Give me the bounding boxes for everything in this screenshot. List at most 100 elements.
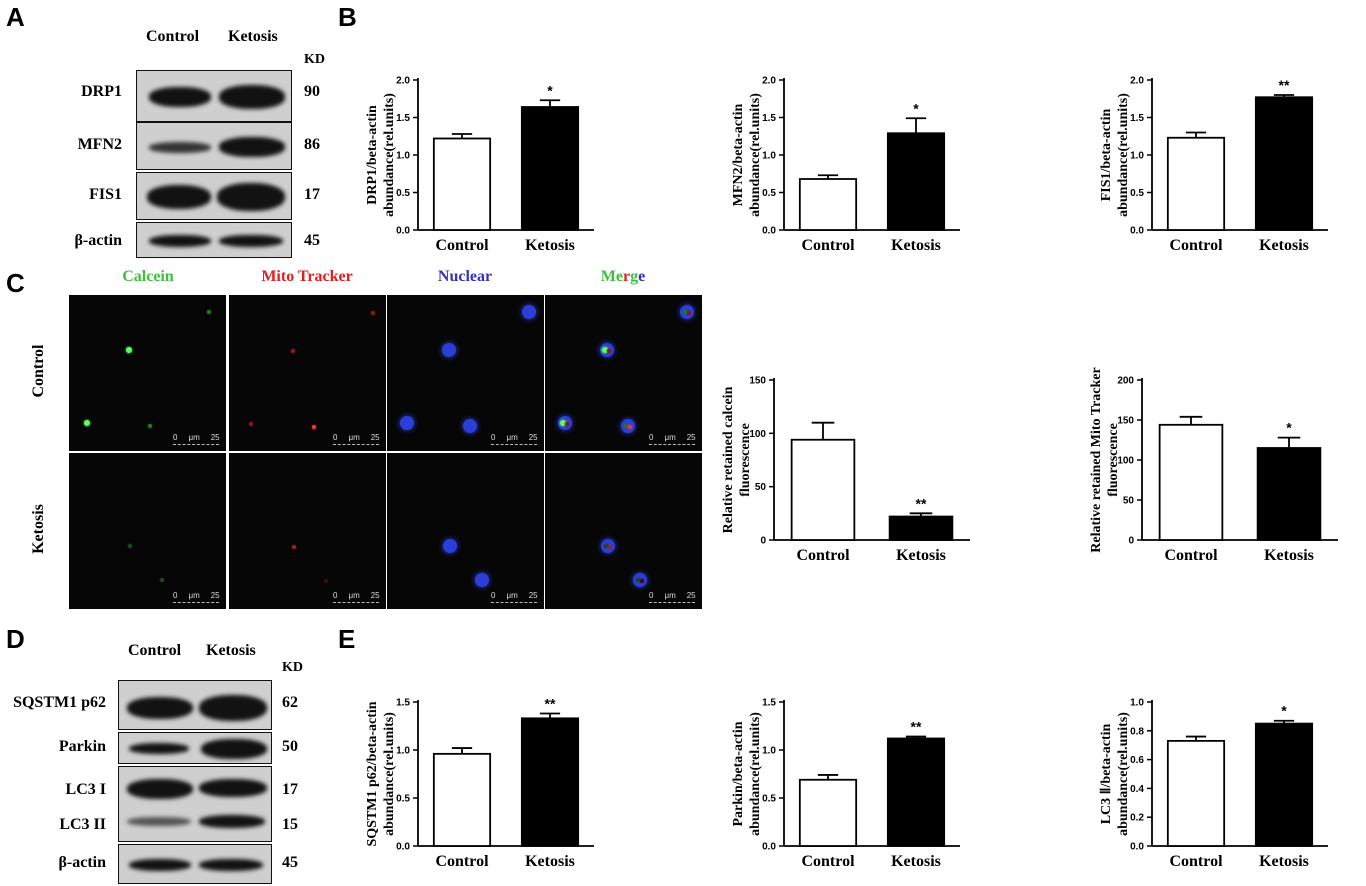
- x-tick-label: Ketosis: [525, 237, 575, 254]
- y-tick-label: 1.0: [762, 746, 776, 757]
- scale-bar: 0 μm 25: [333, 591, 380, 603]
- blot-a-column-control: Control: [146, 28, 200, 45]
- channel-label-nuclear: Nuclear: [437, 268, 493, 285]
- blot-a-band-beta-actin: [136, 222, 292, 258]
- scale-bar-unit: μm: [506, 591, 518, 600]
- blot-a-band-fis1: [136, 172, 292, 220]
- blot-a-kd-fis1: 17: [304, 186, 320, 203]
- calcein-signal-blob: [128, 544, 132, 548]
- scale-bar-end: 25: [210, 591, 220, 600]
- micro-image-ketosis-nuclear: 0 μm 25: [387, 453, 544, 609]
- blot-d-band-lc3: [118, 766, 272, 842]
- x-tick-label: Control: [1169, 237, 1223, 254]
- blot-d-kd-parkin: 50: [282, 738, 298, 755]
- y-tick-label: 1.0: [396, 746, 410, 757]
- blot-a-column-ketosis: Ketosis: [228, 28, 278, 45]
- y-tick-label: 0: [760, 536, 766, 547]
- blot-d-band-beta-actin: [118, 844, 272, 884]
- nucleus-blob: [463, 419, 477, 433]
- y-tick-label: 0.0: [762, 226, 776, 237]
- scale-bar: 0 μm 25: [173, 433, 220, 445]
- micro-image-control-merge: 0 μm 25: [545, 295, 702, 451]
- channel-label-mito-tracker: Mito Tracker: [261, 268, 353, 285]
- mito-signal-blob: [640, 579, 644, 583]
- blot-a-band-drp1: [136, 70, 292, 122]
- chart-mfn2: MFN2/beta-actin abundance(rel.units) 0.0 0.…: [731, 76, 960, 254]
- scale-bar: 0 μm 25: [333, 433, 380, 445]
- micro-image-control-calcein: 0 μm 25: [69, 295, 226, 451]
- merge-letter-g: g: [630, 268, 639, 285]
- y-tick-label: 200: [1117, 376, 1134, 387]
- significance-label: **: [911, 719, 922, 735]
- significance-label: **: [916, 495, 927, 511]
- y-tick-label: 0: [1128, 536, 1134, 547]
- merge-letter-e: e: [615, 268, 623, 285]
- panel-label-c: C: [6, 268, 25, 298]
- panel-label-e: E: [338, 624, 356, 654]
- scale-bar-end: 25: [528, 591, 538, 600]
- panel-label-d: D: [6, 624, 25, 654]
- y-axis-label-line: abundance(rel.units): [1116, 712, 1131, 836]
- scale-bar: 0 μm 25: [491, 433, 538, 445]
- y-tick-label: 0.0: [762, 842, 776, 853]
- mito-signal-blob: [607, 349, 611, 353]
- blot-a-band-mfn2: [136, 122, 292, 170]
- channel-label-merge: Merge: [544, 268, 702, 286]
- y-tick-label: 1.5: [396, 113, 410, 124]
- scale-bar: 0 μm 25: [491, 591, 538, 603]
- calcein-signal-blob: [84, 420, 90, 426]
- chart-sqstm1: SQSTM1 p62/beta-actin abundance(rel.units…: [365, 696, 594, 870]
- y-tick-label: 0.5: [1130, 188, 1144, 199]
- bar-ketosis: [520, 106, 580, 231]
- y-tick-label: 2.0: [762, 76, 776, 87]
- y-tick-label: 100: [749, 429, 766, 440]
- blot-d-kd-lc3-1: 17: [282, 781, 298, 798]
- bar-control: [1166, 739, 1226, 847]
- scale-bar-line: [491, 602, 537, 603]
- micro-row-label-control: Control: [30, 344, 47, 398]
- y-tick-label: 1.0: [396, 151, 410, 162]
- blot-d-column-control: Control: [128, 642, 182, 659]
- scale-bar-end: 25: [686, 433, 696, 442]
- scale-bar-unit: μm: [664, 591, 676, 600]
- blot-d-label-parkin: Parkin: [58, 738, 106, 755]
- mito-signal-blob: [249, 422, 253, 426]
- y-tick-label: 0.6: [1130, 755, 1144, 766]
- y-axis-label-line: FIS1/beta-actin: [1099, 109, 1114, 202]
- scale-bar-line: [649, 602, 695, 603]
- scale-bar-line: [333, 444, 379, 445]
- blot-d-kd-header: KD: [282, 660, 303, 675]
- scale-bar-zero: 0: [173, 433, 178, 442]
- y-axis-label-line: fluorescence: [738, 423, 753, 497]
- chart-calcein: Relative retained calcein fluorescence 0 50…: [721, 376, 970, 564]
- scale-bar-end: 25: [210, 433, 220, 442]
- y-axis-label: FIS1/beta-actin abundance(rel.units): [1099, 93, 1131, 217]
- x-tick-label: Control: [435, 237, 489, 254]
- micro-row-label-ketosis: Ketosis: [30, 504, 47, 554]
- y-tick-label: 0.5: [762, 188, 776, 199]
- blot-d-label-sqstm1: SQSTM1 p62: [13, 694, 106, 711]
- y-tick-label: 50: [755, 482, 767, 493]
- significance-label: *: [547, 82, 553, 98]
- scale-bar-end: 25: [528, 433, 538, 442]
- scale-bar-unit: μm: [664, 433, 676, 442]
- scale-bar-unit: μm: [348, 433, 360, 442]
- micro-image-control-nuclear: 0 μm 25: [387, 295, 544, 451]
- calcein-signal-blob: [148, 424, 152, 428]
- nucleus-blob: [443, 539, 457, 553]
- blot-d-band-parkin: [118, 732, 272, 764]
- blot-a-kd-header: KD: [304, 52, 325, 67]
- y-axis-label-line: Parkin/beta-actin: [731, 721, 746, 826]
- y-tick-label: 150: [1117, 416, 1134, 427]
- significance-label: *: [1281, 703, 1287, 719]
- x-tick-label: Ketosis: [891, 237, 941, 254]
- y-axis-label-line: abundance(rel.units): [1116, 93, 1131, 217]
- significance-label: *: [1286, 420, 1292, 436]
- x-tick-label: Ketosis: [891, 853, 941, 870]
- y-axis-label: Parkin/beta-actin abundance(rel.units): [731, 712, 763, 836]
- scale-bar-zero: 0: [491, 433, 496, 442]
- y-tick-label: 1.0: [762, 151, 776, 162]
- significance-label: **: [1279, 77, 1290, 93]
- nucleus-blob: [400, 416, 414, 430]
- scale-bar-zero: 0: [333, 433, 338, 442]
